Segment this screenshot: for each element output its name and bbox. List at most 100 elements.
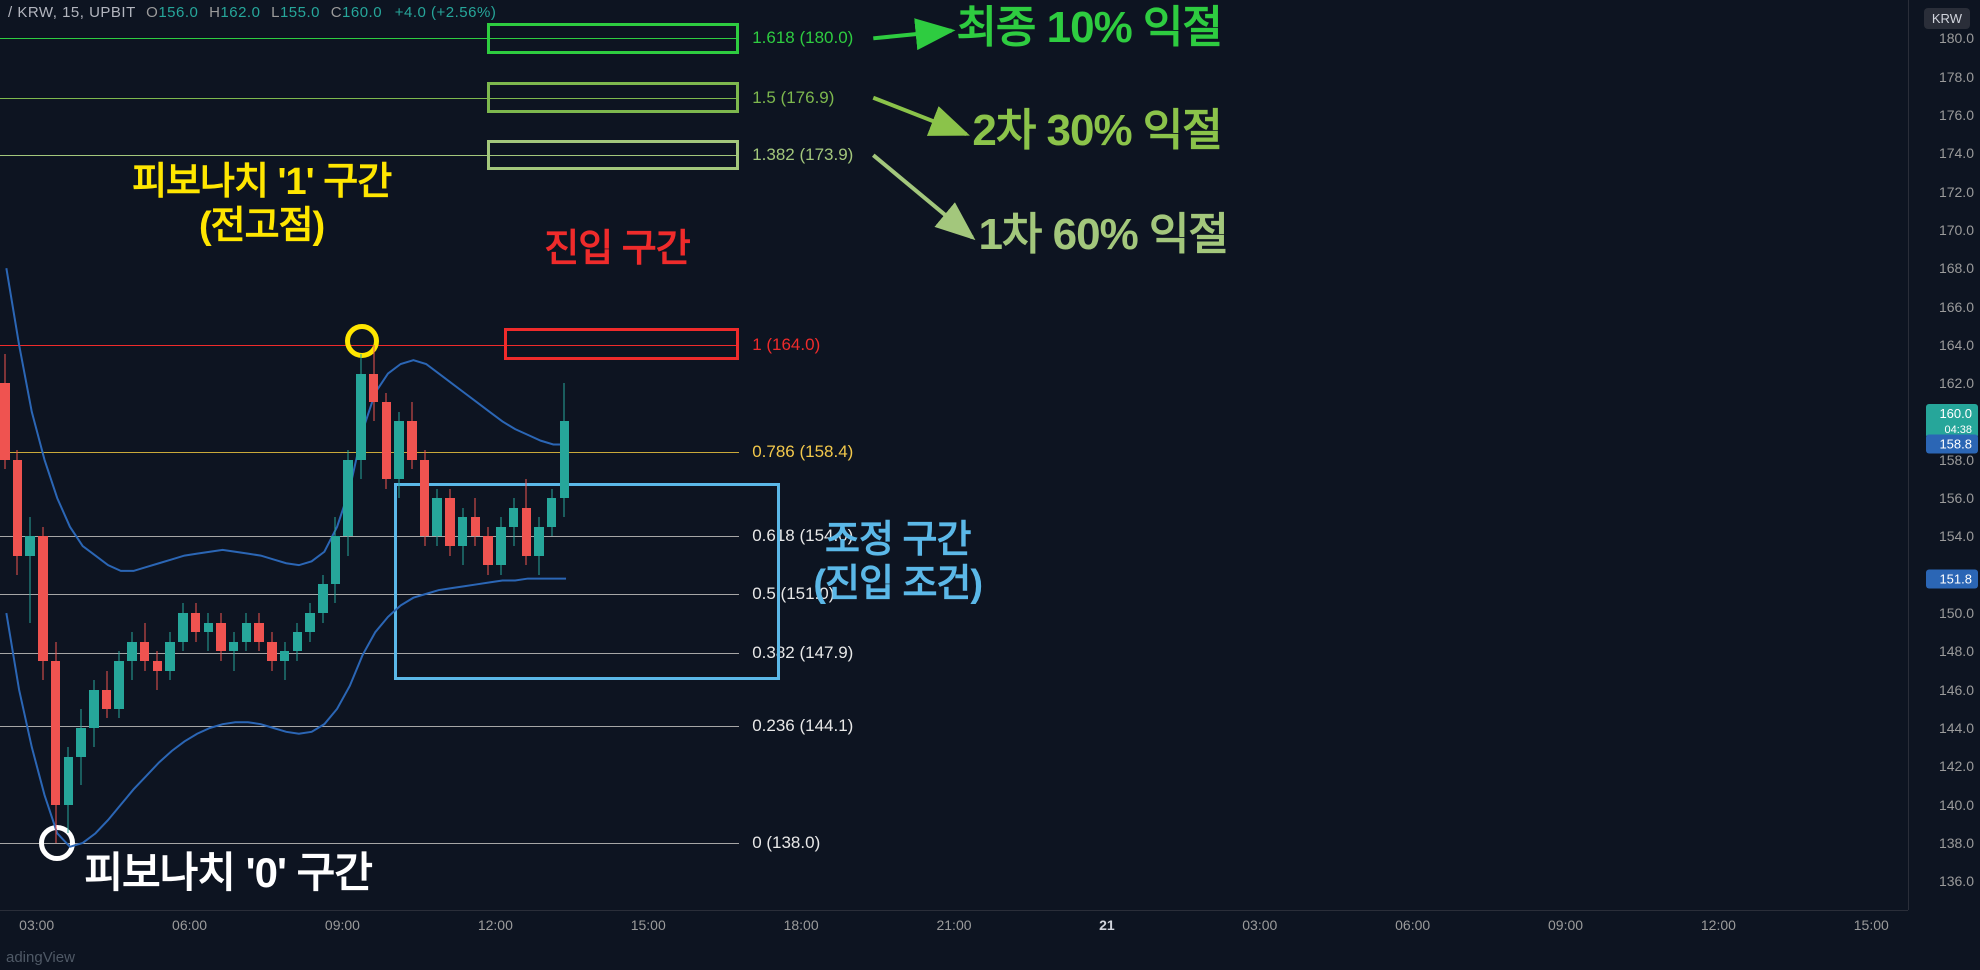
y-axis[interactable]: 136.0 138.0 140.0 142.0 144.0 146.0 148.0 150.0…: [1908, 0, 1980, 910]
candle[interactable]: [229, 0, 239, 910]
x-tick: 21: [1099, 917, 1115, 933]
candle[interactable]: [496, 0, 506, 910]
x-tick: 21:00: [936, 917, 971, 933]
candle[interactable]: [114, 0, 124, 910]
candle[interactable]: [394, 0, 404, 910]
y-tick: 176.0: [1939, 107, 1974, 123]
candle[interactable]: [293, 0, 303, 910]
y-tick: 148.0: [1939, 643, 1974, 659]
ohlc-change: +4.0 (+2.56%): [395, 4, 497, 21]
candle[interactable]: [267, 0, 277, 910]
x-tick: 15:00: [631, 917, 666, 933]
price-badge: 158.8: [1926, 435, 1978, 454]
candle[interactable]: [64, 0, 74, 910]
candle[interactable]: [25, 0, 35, 910]
candle[interactable]: [127, 0, 137, 910]
y-tick: 164.0: [1939, 337, 1974, 353]
y-tick: 180.0: [1939, 30, 1974, 46]
y-tick: 146.0: [1939, 682, 1974, 698]
y-tick: 172.0: [1939, 184, 1974, 200]
candle[interactable]: [204, 0, 214, 910]
candle[interactable]: [432, 0, 442, 910]
fib-label: 0.786 (158.4): [752, 442, 853, 462]
annot-fib0: 피보나치 '0' 구간: [84, 849, 372, 897]
candle[interactable]: [242, 0, 252, 910]
price-badge: 160.004:38: [1926, 404, 1978, 438]
y-tick: 174.0: [1939, 145, 1974, 161]
ohlc-h: 162.0: [220, 4, 260, 21]
candle[interactable]: [0, 0, 10, 910]
candle[interactable]: [280, 0, 290, 910]
candle[interactable]: [509, 0, 519, 910]
candle[interactable]: [356, 0, 366, 910]
candle[interactable]: [471, 0, 481, 910]
candle[interactable]: [191, 0, 201, 910]
x-tick: 06:00: [172, 917, 207, 933]
ohlc-c: 160.0: [342, 4, 382, 21]
x-tick: 03:00: [19, 917, 54, 933]
candle[interactable]: [178, 0, 188, 910]
y-tick: 150.0: [1939, 605, 1974, 621]
candle[interactable]: [420, 0, 430, 910]
candle[interactable]: [153, 0, 163, 910]
chart-root: 1.618 (180.0) 1.5 (176.9) 1.382 (173.9) 1 (…: [0, 0, 1980, 970]
y-tick: 140.0: [1939, 797, 1974, 813]
fib-label: 1.618 (180.0): [752, 28, 853, 48]
symbol-text: / KRW, 15, UPBIT: [8, 4, 136, 21]
annot-entry: 진입 구간: [544, 228, 689, 272]
candle[interactable]: [318, 0, 328, 910]
candle[interactable]: [560, 0, 570, 910]
fib-label: 1 (164.0): [752, 335, 820, 355]
x-tick: 18:00: [784, 917, 819, 933]
candle[interactable]: [165, 0, 175, 910]
annot-fib1: 피보나치 '1' 구간(전고점): [132, 161, 391, 248]
candle[interactable]: [458, 0, 468, 910]
x-tick: 06:00: [1395, 917, 1430, 933]
fib-label: 1.382 (173.9): [752, 145, 853, 165]
candle[interactable]: [13, 0, 23, 910]
y-tick: 168.0: [1939, 260, 1974, 276]
candle[interactable]: [254, 0, 264, 910]
annot-adj: 조정 구간(진입 조건): [813, 519, 982, 606]
candle[interactable]: [382, 0, 392, 910]
y-tick: 156.0: [1939, 490, 1974, 506]
fib-label: 0.236 (144.1): [752, 716, 853, 736]
fib-label: 1.5 (176.9): [752, 88, 834, 108]
x-tick: 09:00: [325, 917, 360, 933]
candle[interactable]: [483, 0, 493, 910]
candle[interactable]: [331, 0, 341, 910]
y-tick: 158.0: [1939, 452, 1974, 468]
candle[interactable]: [51, 0, 61, 910]
y-tick: 144.0: [1939, 720, 1974, 736]
candle[interactable]: [216, 0, 226, 910]
y-tick: 154.0: [1939, 528, 1974, 544]
y-tick: 170.0: [1939, 222, 1974, 238]
x-axis[interactable]: 03:00 06:00 09:00 12:00 15:00 18:00 21:00 21 03:…: [0, 910, 1908, 970]
candle[interactable]: [534, 0, 544, 910]
annot-tp1: 1차 60% 익절: [978, 210, 1227, 261]
candle[interactable]: [445, 0, 455, 910]
y-tick: 136.0: [1939, 873, 1974, 889]
candle[interactable]: [343, 0, 353, 910]
candle[interactable]: [140, 0, 150, 910]
x-tick: 12:00: [1701, 917, 1736, 933]
candle[interactable]: [305, 0, 315, 910]
candle[interactable]: [369, 0, 379, 910]
candle[interactable]: [547, 0, 557, 910]
candle[interactable]: [38, 0, 48, 910]
ohlc-l: 155.0: [280, 4, 320, 21]
y-tick: 138.0: [1939, 835, 1974, 851]
candle[interactable]: [407, 0, 417, 910]
candle[interactable]: [522, 0, 532, 910]
plot-area[interactable]: 1.618 (180.0) 1.5 (176.9) 1.382 (173.9) 1 (…: [0, 0, 1908, 910]
candle[interactable]: [89, 0, 99, 910]
x-tick: 03:00: [1242, 917, 1277, 933]
price-badge: 151.8: [1926, 569, 1978, 588]
ohlc-bar: / KRW, 15, UPBIT O156.0 H162.0 L155.0 C1…: [8, 4, 496, 21]
y-tick: 142.0: [1939, 758, 1974, 774]
candle[interactable]: [102, 0, 112, 910]
y-tick: 178.0: [1939, 69, 1974, 85]
candle[interactable]: [76, 0, 86, 910]
x-tick: 15:00: [1854, 917, 1889, 933]
y-tick: 166.0: [1939, 299, 1974, 315]
